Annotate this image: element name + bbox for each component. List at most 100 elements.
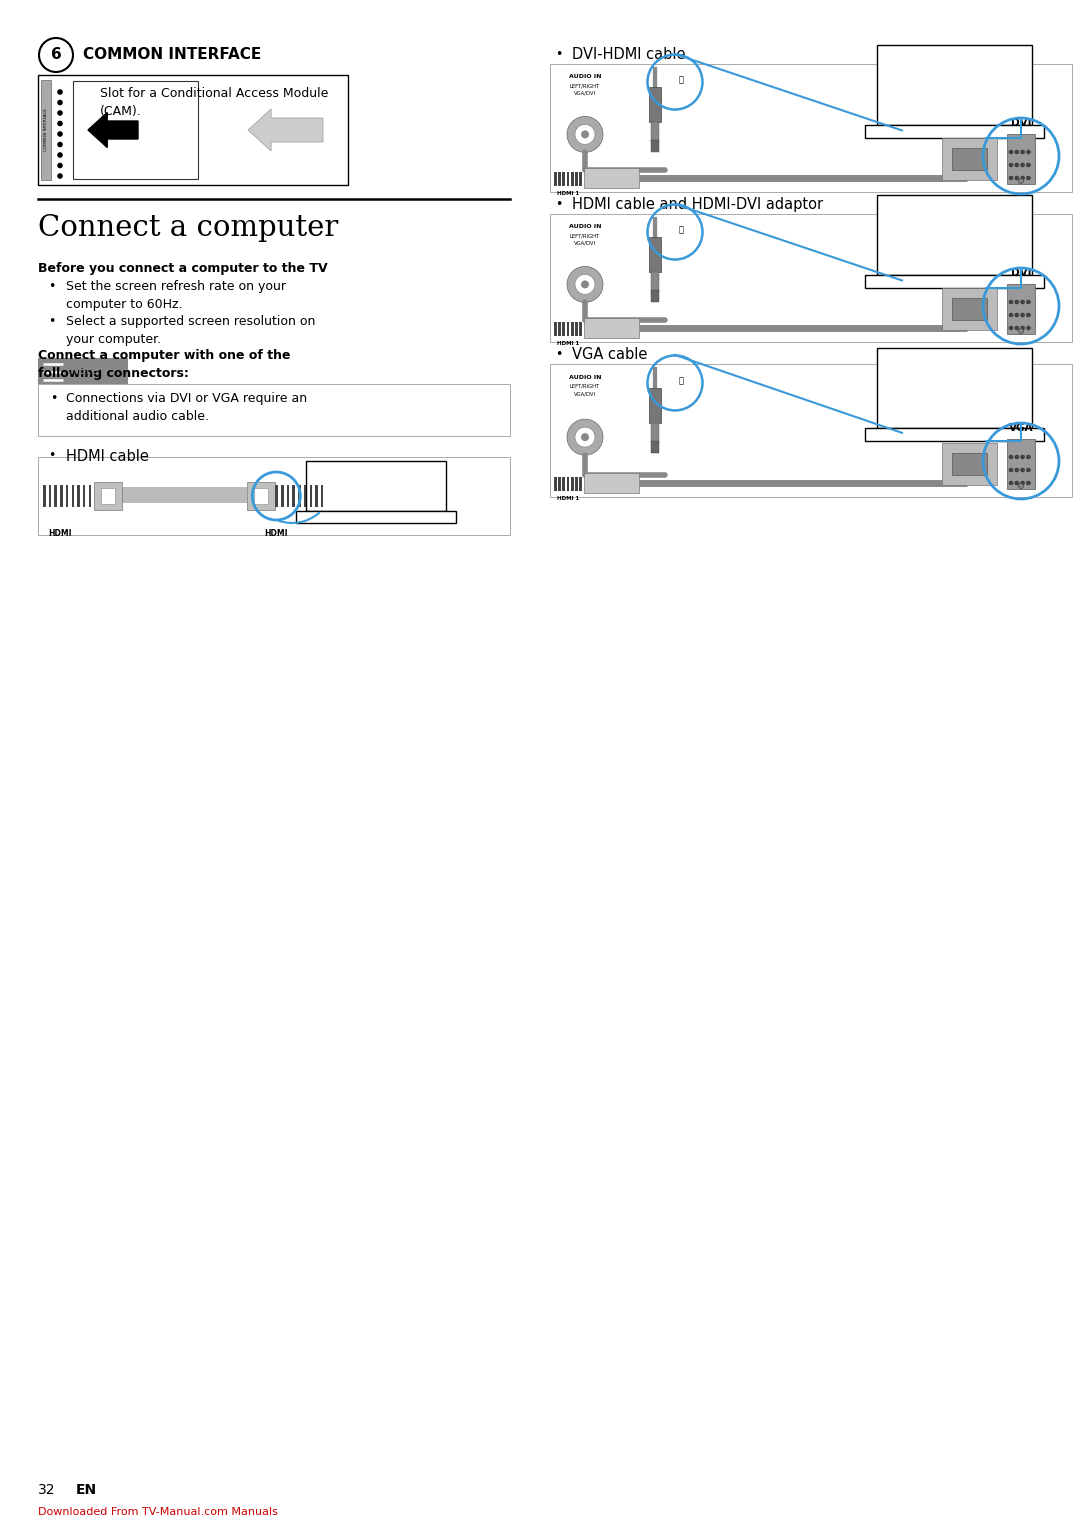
FancyBboxPatch shape [942,289,997,330]
Circle shape [57,142,63,147]
FancyBboxPatch shape [303,486,307,507]
Circle shape [1021,325,1025,330]
Circle shape [1015,299,1018,304]
Text: Slot for a Conditional Access Module
(CAM).: Slot for a Conditional Access Module (CA… [100,87,328,118]
Text: Connect a computer with one of the
following connectors:: Connect a computer with one of the follo… [38,350,291,380]
FancyBboxPatch shape [584,168,639,188]
Circle shape [1021,150,1025,154]
Text: AUDIO IN: AUDIO IN [569,224,602,229]
Text: EN: EN [76,1483,97,1496]
Circle shape [1021,299,1025,304]
Text: •: • [555,348,563,362]
FancyBboxPatch shape [571,476,573,492]
FancyBboxPatch shape [651,441,659,454]
FancyBboxPatch shape [571,173,573,186]
Circle shape [1021,455,1025,460]
Circle shape [1021,467,1025,472]
FancyBboxPatch shape [649,87,661,122]
FancyBboxPatch shape [942,137,997,180]
Circle shape [1009,176,1013,180]
FancyBboxPatch shape [571,322,573,336]
FancyBboxPatch shape [60,486,63,507]
FancyBboxPatch shape [951,298,987,321]
Circle shape [1021,176,1025,180]
Circle shape [57,110,63,116]
Circle shape [1015,467,1018,472]
Circle shape [1015,176,1018,180]
Text: VGA/DVI: VGA/DVI [573,241,596,246]
FancyBboxPatch shape [77,486,80,507]
FancyBboxPatch shape [73,81,198,179]
Circle shape [1018,328,1024,333]
Text: •: • [50,392,57,405]
FancyBboxPatch shape [575,173,578,186]
Circle shape [1026,176,1030,180]
FancyBboxPatch shape [584,473,639,493]
FancyBboxPatch shape [942,443,997,486]
FancyBboxPatch shape [310,486,312,507]
Text: Set the screen refresh rate on your
computer to 60Hz.: Set the screen refresh rate on your comp… [66,279,286,312]
Text: VGA/DVI: VGA/DVI [573,92,596,96]
Circle shape [581,281,589,289]
FancyBboxPatch shape [951,454,987,475]
FancyBboxPatch shape [281,486,283,507]
Text: Note: Note [70,365,99,377]
FancyBboxPatch shape [877,348,1032,428]
Text: HDMI cable and HDMI-DVI adaptor: HDMI cable and HDMI-DVI adaptor [572,197,823,212]
Circle shape [581,130,589,139]
FancyBboxPatch shape [651,140,659,153]
FancyBboxPatch shape [550,214,1072,342]
FancyBboxPatch shape [293,486,295,507]
Text: Connections via DVI or VGA require an
additional audio cable.: Connections via DVI or VGA require an ad… [66,392,307,423]
Polygon shape [87,113,138,148]
Text: 6: 6 [51,47,62,63]
FancyBboxPatch shape [1007,438,1035,489]
FancyBboxPatch shape [554,322,557,336]
Circle shape [1009,299,1013,304]
Circle shape [1018,484,1024,489]
FancyBboxPatch shape [298,486,300,507]
Text: Connect a computer: Connect a computer [38,214,338,241]
FancyBboxPatch shape [649,237,661,272]
Text: AUDIO IN: AUDIO IN [569,75,602,79]
Circle shape [1026,299,1030,304]
Circle shape [1015,325,1018,330]
Circle shape [1021,163,1025,166]
FancyBboxPatch shape [575,476,578,492]
FancyBboxPatch shape [951,148,987,169]
FancyBboxPatch shape [567,476,569,492]
FancyBboxPatch shape [89,486,91,507]
FancyBboxPatch shape [579,476,582,492]
Circle shape [1009,467,1013,472]
FancyBboxPatch shape [877,195,1032,275]
FancyBboxPatch shape [66,486,68,507]
FancyBboxPatch shape [286,486,289,507]
Circle shape [1026,467,1030,472]
Circle shape [567,266,603,302]
FancyBboxPatch shape [38,383,510,437]
Text: COMMON INTERFACE: COMMON INTERFACE [83,47,261,63]
Circle shape [1015,163,1018,166]
Circle shape [57,153,63,157]
FancyBboxPatch shape [71,486,75,507]
Text: •: • [48,449,55,463]
FancyBboxPatch shape [49,486,51,507]
Circle shape [1026,163,1030,166]
Circle shape [1015,150,1018,154]
FancyBboxPatch shape [563,322,565,336]
FancyBboxPatch shape [651,272,659,292]
Circle shape [567,418,603,455]
Circle shape [1009,163,1013,166]
FancyBboxPatch shape [1007,284,1035,334]
FancyBboxPatch shape [865,275,1044,289]
FancyBboxPatch shape [567,322,569,336]
Text: LEFT/RIGHT: LEFT/RIGHT [570,383,600,389]
FancyBboxPatch shape [651,122,659,142]
Circle shape [57,131,63,137]
FancyBboxPatch shape [567,173,569,186]
FancyBboxPatch shape [865,125,1044,139]
Text: HDMI: HDMI [265,528,288,538]
FancyBboxPatch shape [38,75,348,185]
FancyBboxPatch shape [41,79,51,180]
FancyBboxPatch shape [102,487,116,504]
